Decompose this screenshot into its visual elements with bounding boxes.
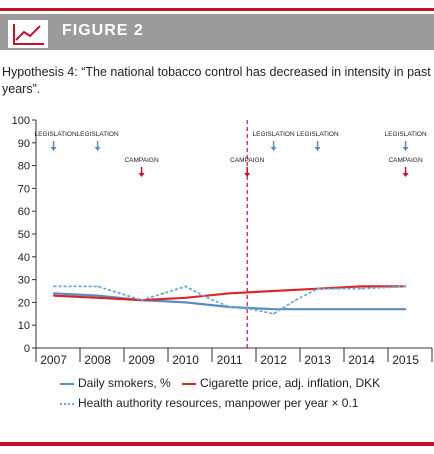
legend-label-daily-smokers: Daily smokers, % bbox=[78, 376, 171, 390]
series-1-point-7 bbox=[360, 285, 363, 288]
y-tick-label-30: 30 bbox=[18, 275, 30, 287]
y-tick-label-90: 90 bbox=[18, 138, 30, 150]
line-chart: 0 10 20 30 40 50 60 70 80 90 100 2007 2008 2009 2010 20… bbox=[12, 115, 433, 367]
annotation-label-0: LEGISLATION bbox=[35, 131, 77, 138]
series-0-point-7 bbox=[360, 308, 363, 311]
legend-swatch-daily-smokers bbox=[60, 382, 74, 385]
y-tick-label-50: 50 bbox=[18, 229, 30, 241]
series-2-point-8 bbox=[272, 313, 275, 315]
bottom-rule bbox=[0, 442, 434, 446]
x-tick-label-2012: 2012 bbox=[260, 353, 287, 367]
series-2-point-12 bbox=[404, 285, 407, 288]
series-2-point-2 bbox=[140, 299, 143, 301]
series-1-point-4 bbox=[228, 292, 231, 295]
y-tick-label-0: 0 bbox=[24, 343, 30, 355]
annotation-label-6: LEGISLATION bbox=[385, 131, 427, 138]
annotation-label-3: LEGISLATION bbox=[253, 131, 295, 138]
annotation-label-7: CAMPAIGN bbox=[388, 157, 422, 164]
series-0-point-6 bbox=[316, 308, 319, 311]
series-2-point-3 bbox=[162, 292, 165, 295]
legend-label-health-resources: Health authority resources, manpower per… bbox=[78, 396, 359, 410]
series-1-point-1 bbox=[96, 297, 99, 299]
series-1-point-3 bbox=[184, 297, 187, 299]
x-tick-label-2014: 2014 bbox=[348, 353, 375, 367]
x-tick-label-2007: 2007 bbox=[40, 353, 67, 367]
series-2-point-10 bbox=[316, 287, 319, 290]
series-1-point-5 bbox=[272, 290, 275, 292]
x-tick-label-2009: 2009 bbox=[128, 353, 155, 367]
annotation-marker-2 bbox=[138, 173, 145, 177]
series-2-point-4 bbox=[184, 285, 187, 288]
series-0-point-5 bbox=[272, 308, 275, 311]
annotation-marker-1 bbox=[94, 147, 101, 151]
figure-label: FIGURE 2 bbox=[62, 22, 144, 39]
series-0-point-0 bbox=[52, 292, 55, 295]
annotation-marker-0 bbox=[50, 147, 57, 151]
annotation-label-2: CAMPAIGN bbox=[124, 157, 158, 164]
annotation-marker-4 bbox=[314, 147, 321, 151]
y-tick-label-70: 70 bbox=[18, 183, 30, 195]
series-0-point-1 bbox=[96, 294, 99, 297]
series-2-point-9 bbox=[294, 299, 297, 301]
y-tick-label-80: 80 bbox=[18, 161, 30, 173]
annotation-marker-3 bbox=[270, 147, 277, 151]
y-tick-label-100: 100 bbox=[12, 115, 30, 127]
y-tick-label-20: 20 bbox=[18, 297, 30, 309]
figure-header: FIGURE 2 bbox=[0, 14, 434, 50]
y-tick-label-60: 60 bbox=[18, 206, 30, 218]
series-2-point-5 bbox=[206, 297, 209, 299]
annotation-marker-5 bbox=[244, 173, 251, 177]
hypothesis-text: Hypothesis 4: “The national tobacco cont… bbox=[2, 65, 431, 96]
x-tick-label-2010: 2010 bbox=[172, 353, 199, 367]
series-0-point-8 bbox=[404, 308, 407, 311]
line-chart-icon bbox=[8, 20, 48, 48]
legend-row-1: Daily smokers, % Cigarette price, adj. i… bbox=[60, 376, 380, 390]
legend-label-cigarette-price: Cigarette price, adj. inflation, DKK bbox=[200, 376, 381, 390]
x-tick-label-2013: 2013 bbox=[304, 353, 331, 367]
legend-row-2: Health authority resources, manpower per… bbox=[60, 396, 358, 410]
x-tick-label-2008: 2008 bbox=[84, 353, 111, 367]
annotation-label-5: CAMPAIGN bbox=[230, 157, 264, 164]
x-tick-label-2011: 2011 bbox=[217, 353, 243, 367]
series-0-point-3 bbox=[184, 301, 187, 304]
annotation-marker-6 bbox=[402, 147, 409, 151]
legend-swatch-health-resources bbox=[60, 402, 74, 405]
series-2-point-11 bbox=[360, 287, 363, 290]
series-2-point-1 bbox=[96, 285, 99, 288]
annotation-label-4: LEGISLATION bbox=[297, 131, 339, 138]
y-tick-label-10: 10 bbox=[18, 320, 30, 332]
series-2-point-6 bbox=[228, 306, 231, 308]
legend-swatch-cigarette-price bbox=[182, 382, 197, 385]
y-tick-label-40: 40 bbox=[18, 252, 30, 264]
x-tick-label-2015: 2015 bbox=[392, 353, 419, 367]
annotation-marker-7 bbox=[402, 173, 409, 177]
series-1-point-0 bbox=[52, 294, 55, 297]
annotation-label-1: LEGISLATION bbox=[77, 131, 119, 138]
series-2-point-7 bbox=[250, 308, 253, 311]
series-2-point-0 bbox=[52, 285, 55, 288]
top-rule bbox=[0, 8, 434, 11]
